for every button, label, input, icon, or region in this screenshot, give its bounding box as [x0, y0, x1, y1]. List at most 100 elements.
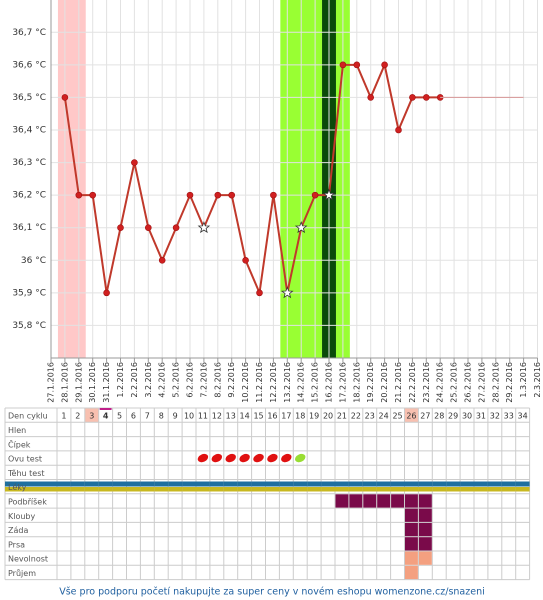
ovu-test	[281, 453, 292, 463]
x-tick-label: 16.2.2016	[325, 362, 334, 403]
day-number: 16	[267, 412, 277, 421]
x-tick-label: 24.2.2016	[436, 362, 445, 403]
symptom	[418, 537, 432, 551]
medication	[348, 481, 363, 487]
x-tick-label: 2.3.2016	[533, 362, 542, 398]
medication-stripe	[182, 487, 196, 492]
day-number: 14	[240, 412, 250, 421]
day-number: 11	[198, 412, 208, 421]
current-day-marker	[99, 408, 112, 410]
point	[89, 191, 96, 199]
medication	[154, 481, 169, 487]
x-tick-label: 28.2.2016	[491, 362, 500, 403]
medication	[70, 481, 85, 487]
symptom	[405, 494, 418, 508]
phase-band	[57, 0, 86, 358]
medication-stripe	[293, 487, 308, 492]
medication	[126, 481, 141, 487]
row-label: Průjem	[8, 568, 36, 578]
symptom	[405, 565, 418, 580]
day-number: 22	[351, 412, 361, 421]
row-label: Léky	[8, 482, 27, 492]
medication	[307, 481, 322, 487]
day-number: 15	[253, 412, 263, 421]
day-number: 8	[159, 412, 164, 421]
x-tick-label: 9.2.2016	[227, 362, 236, 398]
point	[158, 256, 166, 264]
x-tick-label: 14.2.2016	[297, 362, 306, 403]
day-number: 19	[309, 412, 319, 421]
star-marker	[294, 221, 308, 234]
x-tick-label: 27.1.2016	[47, 362, 56, 403]
day-number: 33	[504, 412, 514, 421]
x-tick-label: 30.1.2016	[88, 362, 97, 403]
léky-left	[5, 481, 57, 487]
medication	[362, 481, 377, 487]
medication-stripe	[432, 487, 447, 492]
point	[311, 191, 319, 199]
point	[172, 224, 180, 232]
medication	[223, 481, 238, 487]
symptom	[418, 508, 432, 522]
point	[228, 191, 235, 199]
y-tick-label: 36,3 °C	[12, 158, 46, 168]
ovu-test	[239, 453, 250, 463]
x-tick-label: 27.2.2016	[477, 362, 486, 403]
ovu-test	[225, 453, 236, 463]
day-number: 13	[226, 412, 236, 421]
row-label: Ovu test	[8, 455, 42, 464]
footer-link[interactable]: Vše pro podporu početí nakupujte za supe…	[59, 587, 485, 598]
day-number: 25	[392, 412, 402, 421]
day-number: 7	[145, 412, 150, 421]
point	[186, 191, 194, 199]
day-number: 24	[379, 412, 389, 421]
x-tick-label: 20.2.2016	[380, 362, 389, 403]
day-number: 21	[337, 412, 347, 421]
x-tick-label: 25.2.2016	[450, 362, 459, 403]
x-tick-label: 1.3.2016	[519, 362, 528, 398]
x-tick-label: 18.2.2016	[352, 362, 361, 403]
medication-stripe	[335, 487, 349, 492]
day-number: 30	[462, 412, 472, 421]
medication-stripe	[487, 487, 502, 492]
symptom	[335, 494, 349, 508]
x-tick-label: 3.2.2016	[144, 362, 153, 398]
medication-stripe	[446, 487, 461, 492]
medication-stripe	[460, 487, 474, 492]
medication	[487, 481, 502, 487]
x-tick-label: 31.1.2016	[102, 362, 111, 403]
x-tick-label: 13.2.2016	[283, 362, 292, 403]
medication-stripe	[307, 487, 322, 492]
x-tick-label: 22.2.2016	[408, 362, 417, 403]
x-tick-label: 21.2.2016	[394, 362, 403, 403]
y-tick-label: 36,7 °C	[12, 28, 46, 38]
symptom	[418, 494, 432, 508]
ovu-test	[197, 453, 209, 463]
medication-stripe	[321, 487, 335, 492]
symptom	[405, 551, 418, 565]
medication-stripe	[126, 487, 141, 492]
medication-stripe	[57, 487, 71, 492]
day-number: 27	[420, 412, 430, 421]
point	[270, 191, 277, 199]
row-label: Hlen	[8, 426, 26, 435]
medication	[501, 481, 516, 487]
symptom	[405, 508, 418, 522]
day-number: 12	[212, 412, 222, 421]
point	[103, 289, 110, 297]
point	[381, 61, 388, 69]
point	[367, 94, 375, 101]
medication-stripe	[418, 487, 433, 492]
medication-stripe	[70, 487, 85, 492]
medication-stripe	[390, 487, 405, 492]
medication-stripe	[404, 487, 419, 492]
x-tick-label: 4.2.2016	[158, 362, 167, 398]
x-tick-label: 5.2.2016	[172, 362, 181, 398]
symptom	[349, 494, 363, 508]
day-number: 9	[173, 412, 178, 421]
medication	[209, 481, 224, 487]
y-tick-label: 35,9 °C	[12, 288, 46, 298]
medication	[418, 481, 433, 487]
day-number: 3	[89, 412, 94, 421]
